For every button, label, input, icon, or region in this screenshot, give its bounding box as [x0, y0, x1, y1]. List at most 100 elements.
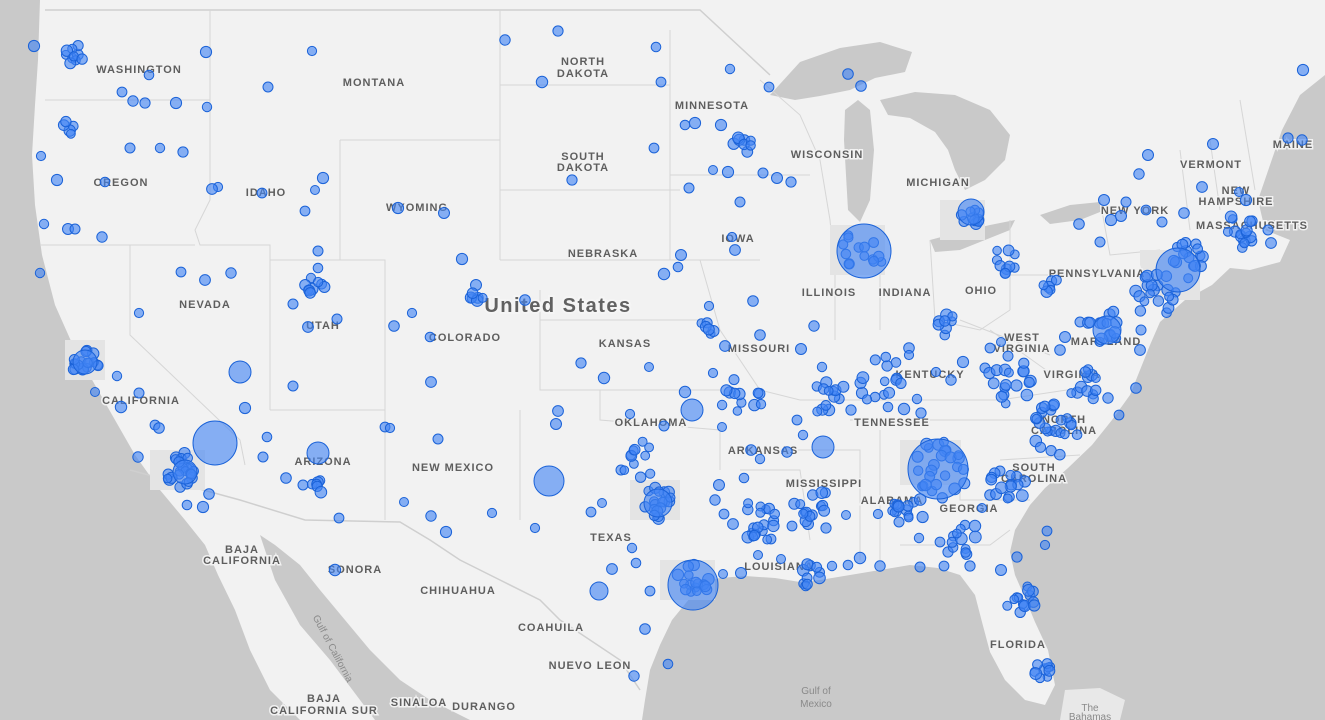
location-marker[interactable] [1054, 448, 1066, 461]
location-marker[interactable] [90, 387, 100, 397]
location-marker[interactable] [874, 560, 886, 572]
location-marker[interactable] [256, 187, 268, 199]
location-marker[interactable] [797, 429, 809, 441]
location-marker[interactable] [995, 564, 1007, 576]
location-marker[interactable] [199, 274, 211, 286]
location-marker[interactable] [552, 405, 564, 417]
location-marker[interactable] [177, 146, 189, 158]
location-marker[interactable] [439, 525, 453, 539]
location-marker[interactable] [995, 390, 1008, 403]
location-marker[interactable] [287, 380, 299, 392]
location-marker[interactable] [842, 68, 854, 80]
location-marker[interactable] [1003, 367, 1014, 378]
location-marker[interactable] [399, 497, 409, 507]
location-marker[interactable] [1071, 429, 1083, 441]
location-marker[interactable] [820, 522, 832, 534]
location-marker[interactable] [302, 321, 314, 333]
location-marker[interactable] [820, 400, 832, 411]
location-marker[interactable] [752, 387, 764, 399]
location-marker[interactable] [310, 185, 320, 195]
location-marker[interactable] [133, 307, 145, 319]
location-marker[interactable] [745, 140, 756, 151]
location-marker[interactable] [143, 69, 155, 81]
location-marker[interactable] [1034, 441, 1047, 453]
location-marker[interactable] [735, 567, 747, 579]
location-marker[interactable] [257, 451, 269, 463]
location-marker[interactable] [111, 370, 123, 382]
location-marker[interactable] [69, 223, 81, 235]
location-marker[interactable] [1234, 187, 1244, 197]
location-marker[interactable] [709, 494, 721, 506]
location-marker[interactable] [1039, 539, 1051, 551]
location-marker[interactable] [1133, 168, 1145, 180]
location-marker[interactable] [945, 374, 957, 386]
location-marker[interactable] [384, 422, 396, 434]
location-marker[interactable] [823, 386, 834, 396]
location-marker[interactable] [306, 45, 318, 57]
location-marker[interactable] [964, 560, 976, 572]
location-marker[interactable] [316, 171, 330, 185]
location-marker[interactable] [228, 360, 252, 384]
location-marker[interactable] [60, 115, 72, 128]
location-marker[interactable] [1066, 388, 1077, 399]
location-marker[interactable] [771, 172, 783, 184]
location-marker[interactable] [1005, 469, 1016, 481]
location-marker[interactable] [883, 386, 896, 399]
location-marker[interactable] [996, 337, 1006, 347]
location-marker[interactable] [1010, 379, 1023, 392]
location-marker[interactable] [261, 431, 273, 443]
location-marker[interactable] [841, 510, 851, 520]
location-marker[interactable] [628, 670, 640, 682]
location-marker[interactable] [1155, 247, 1201, 293]
location-marker[interactable] [987, 377, 1000, 390]
location-marker[interactable] [680, 398, 704, 422]
location-marker[interactable] [786, 520, 798, 532]
location-marker[interactable] [882, 401, 894, 413]
location-marker[interactable] [880, 351, 892, 363]
location-marker[interactable] [754, 453, 766, 465]
location-marker[interactable] [729, 244, 741, 256]
location-marker[interactable] [662, 658, 674, 670]
location-marker[interactable] [114, 400, 128, 414]
location-marker[interactable] [763, 81, 775, 93]
location-marker[interactable] [960, 547, 971, 558]
location-marker[interactable] [1282, 132, 1294, 144]
location-marker[interactable] [679, 119, 691, 131]
location-marker[interactable] [717, 422, 727, 432]
location-marker[interactable] [1296, 63, 1310, 77]
location-marker[interactable] [1139, 296, 1150, 307]
location-marker[interactable] [872, 508, 884, 520]
location-marker[interactable] [728, 374, 740, 386]
location-marker[interactable] [388, 320, 400, 332]
location-marker[interactable] [1239, 193, 1253, 207]
location-marker[interactable] [675, 249, 687, 261]
location-marker[interactable] [1073, 218, 1085, 230]
location-marker[interactable] [726, 231, 738, 243]
location-marker[interactable] [133, 387, 145, 399]
location-marker[interactable] [1090, 384, 1102, 396]
location-marker[interactable] [1079, 366, 1092, 378]
location-marker[interactable] [297, 479, 309, 491]
location-marker[interactable] [196, 500, 210, 514]
location-marker[interactable] [552, 25, 564, 37]
location-marker[interactable] [96, 231, 108, 243]
location-marker[interactable] [314, 485, 328, 499]
location-marker[interactable] [957, 198, 985, 226]
location-marker[interactable] [299, 205, 311, 217]
location-marker[interactable] [391, 201, 405, 215]
location-marker[interactable] [66, 128, 76, 139]
location-marker[interactable] [1164, 291, 1175, 302]
location-marker[interactable] [1094, 236, 1106, 248]
location-marker[interactable] [1041, 525, 1053, 537]
location-marker[interactable] [312, 245, 324, 257]
location-marker[interactable] [630, 557, 642, 569]
location-marker[interactable] [455, 252, 469, 266]
location-marker[interactable] [519, 294, 531, 306]
location-marker[interactable] [1029, 667, 1043, 680]
location-marker[interactable] [795, 499, 806, 510]
location-marker[interactable] [640, 450, 651, 461]
location-marker[interactable] [648, 142, 660, 154]
location-marker[interactable] [424, 331, 436, 343]
location-marker[interactable] [154, 142, 166, 154]
location-marker[interactable] [1092, 315, 1122, 345]
